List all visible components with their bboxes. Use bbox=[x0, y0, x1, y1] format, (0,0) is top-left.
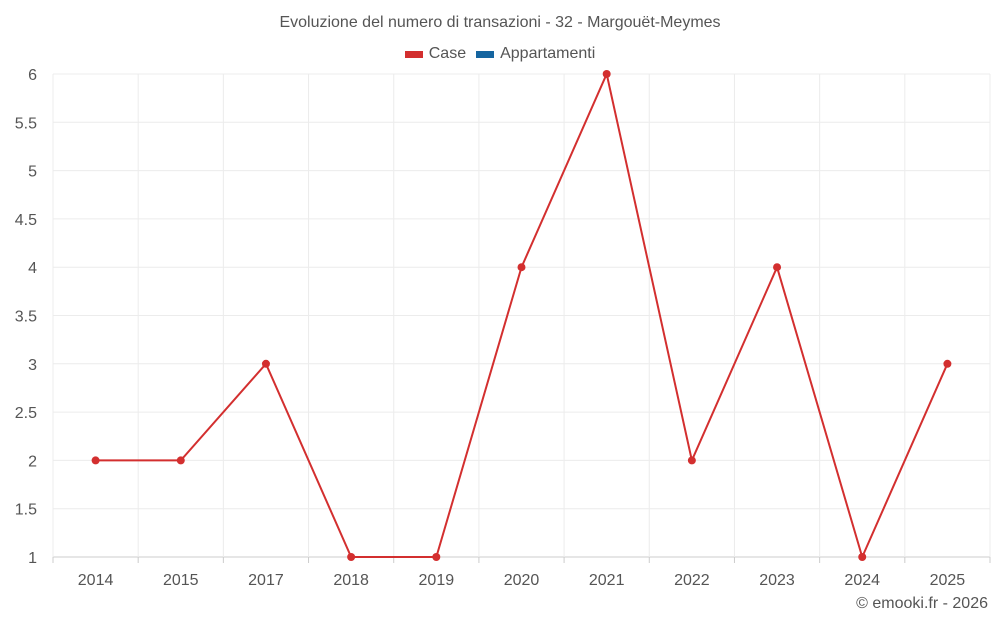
y-tick-label: 6 bbox=[28, 67, 37, 84]
x-tick-label: 2025 bbox=[930, 572, 966, 589]
x-tick-label: 2020 bbox=[504, 572, 540, 589]
legend-swatch-appartamenti bbox=[476, 50, 495, 58]
y-tick-label: 1 bbox=[28, 550, 37, 567]
data-point[interactable] bbox=[432, 553, 441, 561]
data-point[interactable] bbox=[347, 553, 356, 561]
x-tick-label: 2023 bbox=[759, 572, 795, 589]
y-tick-label: 4 bbox=[28, 260, 37, 277]
x-tick-label: 2019 bbox=[419, 572, 455, 589]
chart-title: Evoluzione del numero di transazioni - 3… bbox=[279, 14, 721, 31]
legend-label-case: Case bbox=[428, 45, 467, 62]
legend-item-appartamenti[interactable]: Appartamenti bbox=[476, 45, 595, 63]
legend-item-case[interactable]: Case bbox=[404, 45, 467, 63]
data-point[interactable] bbox=[858, 553, 867, 561]
x-tick-label: 2022 bbox=[674, 572, 710, 589]
credit: © emooki.fr - 2026 bbox=[856, 595, 988, 612]
y-axis: 1 1.5 2 2.5 3 3.5 4 4.5 5 5.5 6 bbox=[15, 67, 37, 567]
y-tick-label: 4.5 bbox=[15, 212, 37, 229]
data-point[interactable] bbox=[943, 359, 952, 368]
x-tick-label: 2021 bbox=[589, 572, 625, 589]
y-tick-label: 5 bbox=[28, 164, 37, 181]
series-layer bbox=[91, 70, 952, 561]
y-tick-label: 2.5 bbox=[15, 405, 37, 422]
data-point[interactable] bbox=[687, 456, 696, 465]
x-axis: 2014 2015 2017 2018 2019 2020 2021 2022 2023 2024… bbox=[52, 557, 991, 589]
y-tick-label: 3.5 bbox=[15, 309, 37, 326]
data-point[interactable] bbox=[773, 263, 782, 272]
data-point[interactable] bbox=[176, 456, 185, 465]
x-tick-label: 2017 bbox=[248, 572, 284, 589]
x-tick-label: 2014 bbox=[78, 572, 114, 589]
legend: Case Appartamenti bbox=[0, 45, 1000, 63]
data-point[interactable] bbox=[261, 359, 270, 368]
x-tick-label: 2018 bbox=[333, 572, 369, 589]
y-tick-label: 3 bbox=[28, 357, 37, 374]
grid bbox=[52, 73, 991, 558]
y-tick-label: 2 bbox=[28, 453, 37, 470]
y-tick-label: 1.5 bbox=[15, 502, 37, 519]
x-tick-label: 2024 bbox=[844, 572, 880, 589]
data-point[interactable] bbox=[517, 263, 526, 272]
data-point[interactable] bbox=[91, 456, 100, 465]
legend-swatch-case bbox=[404, 50, 423, 58]
legend-label-appartamenti: Appartamenti bbox=[500, 45, 596, 62]
x-tick-label: 2015 bbox=[163, 572, 199, 589]
y-tick-label: 5.5 bbox=[15, 115, 37, 132]
data-point[interactable] bbox=[602, 70, 611, 78]
